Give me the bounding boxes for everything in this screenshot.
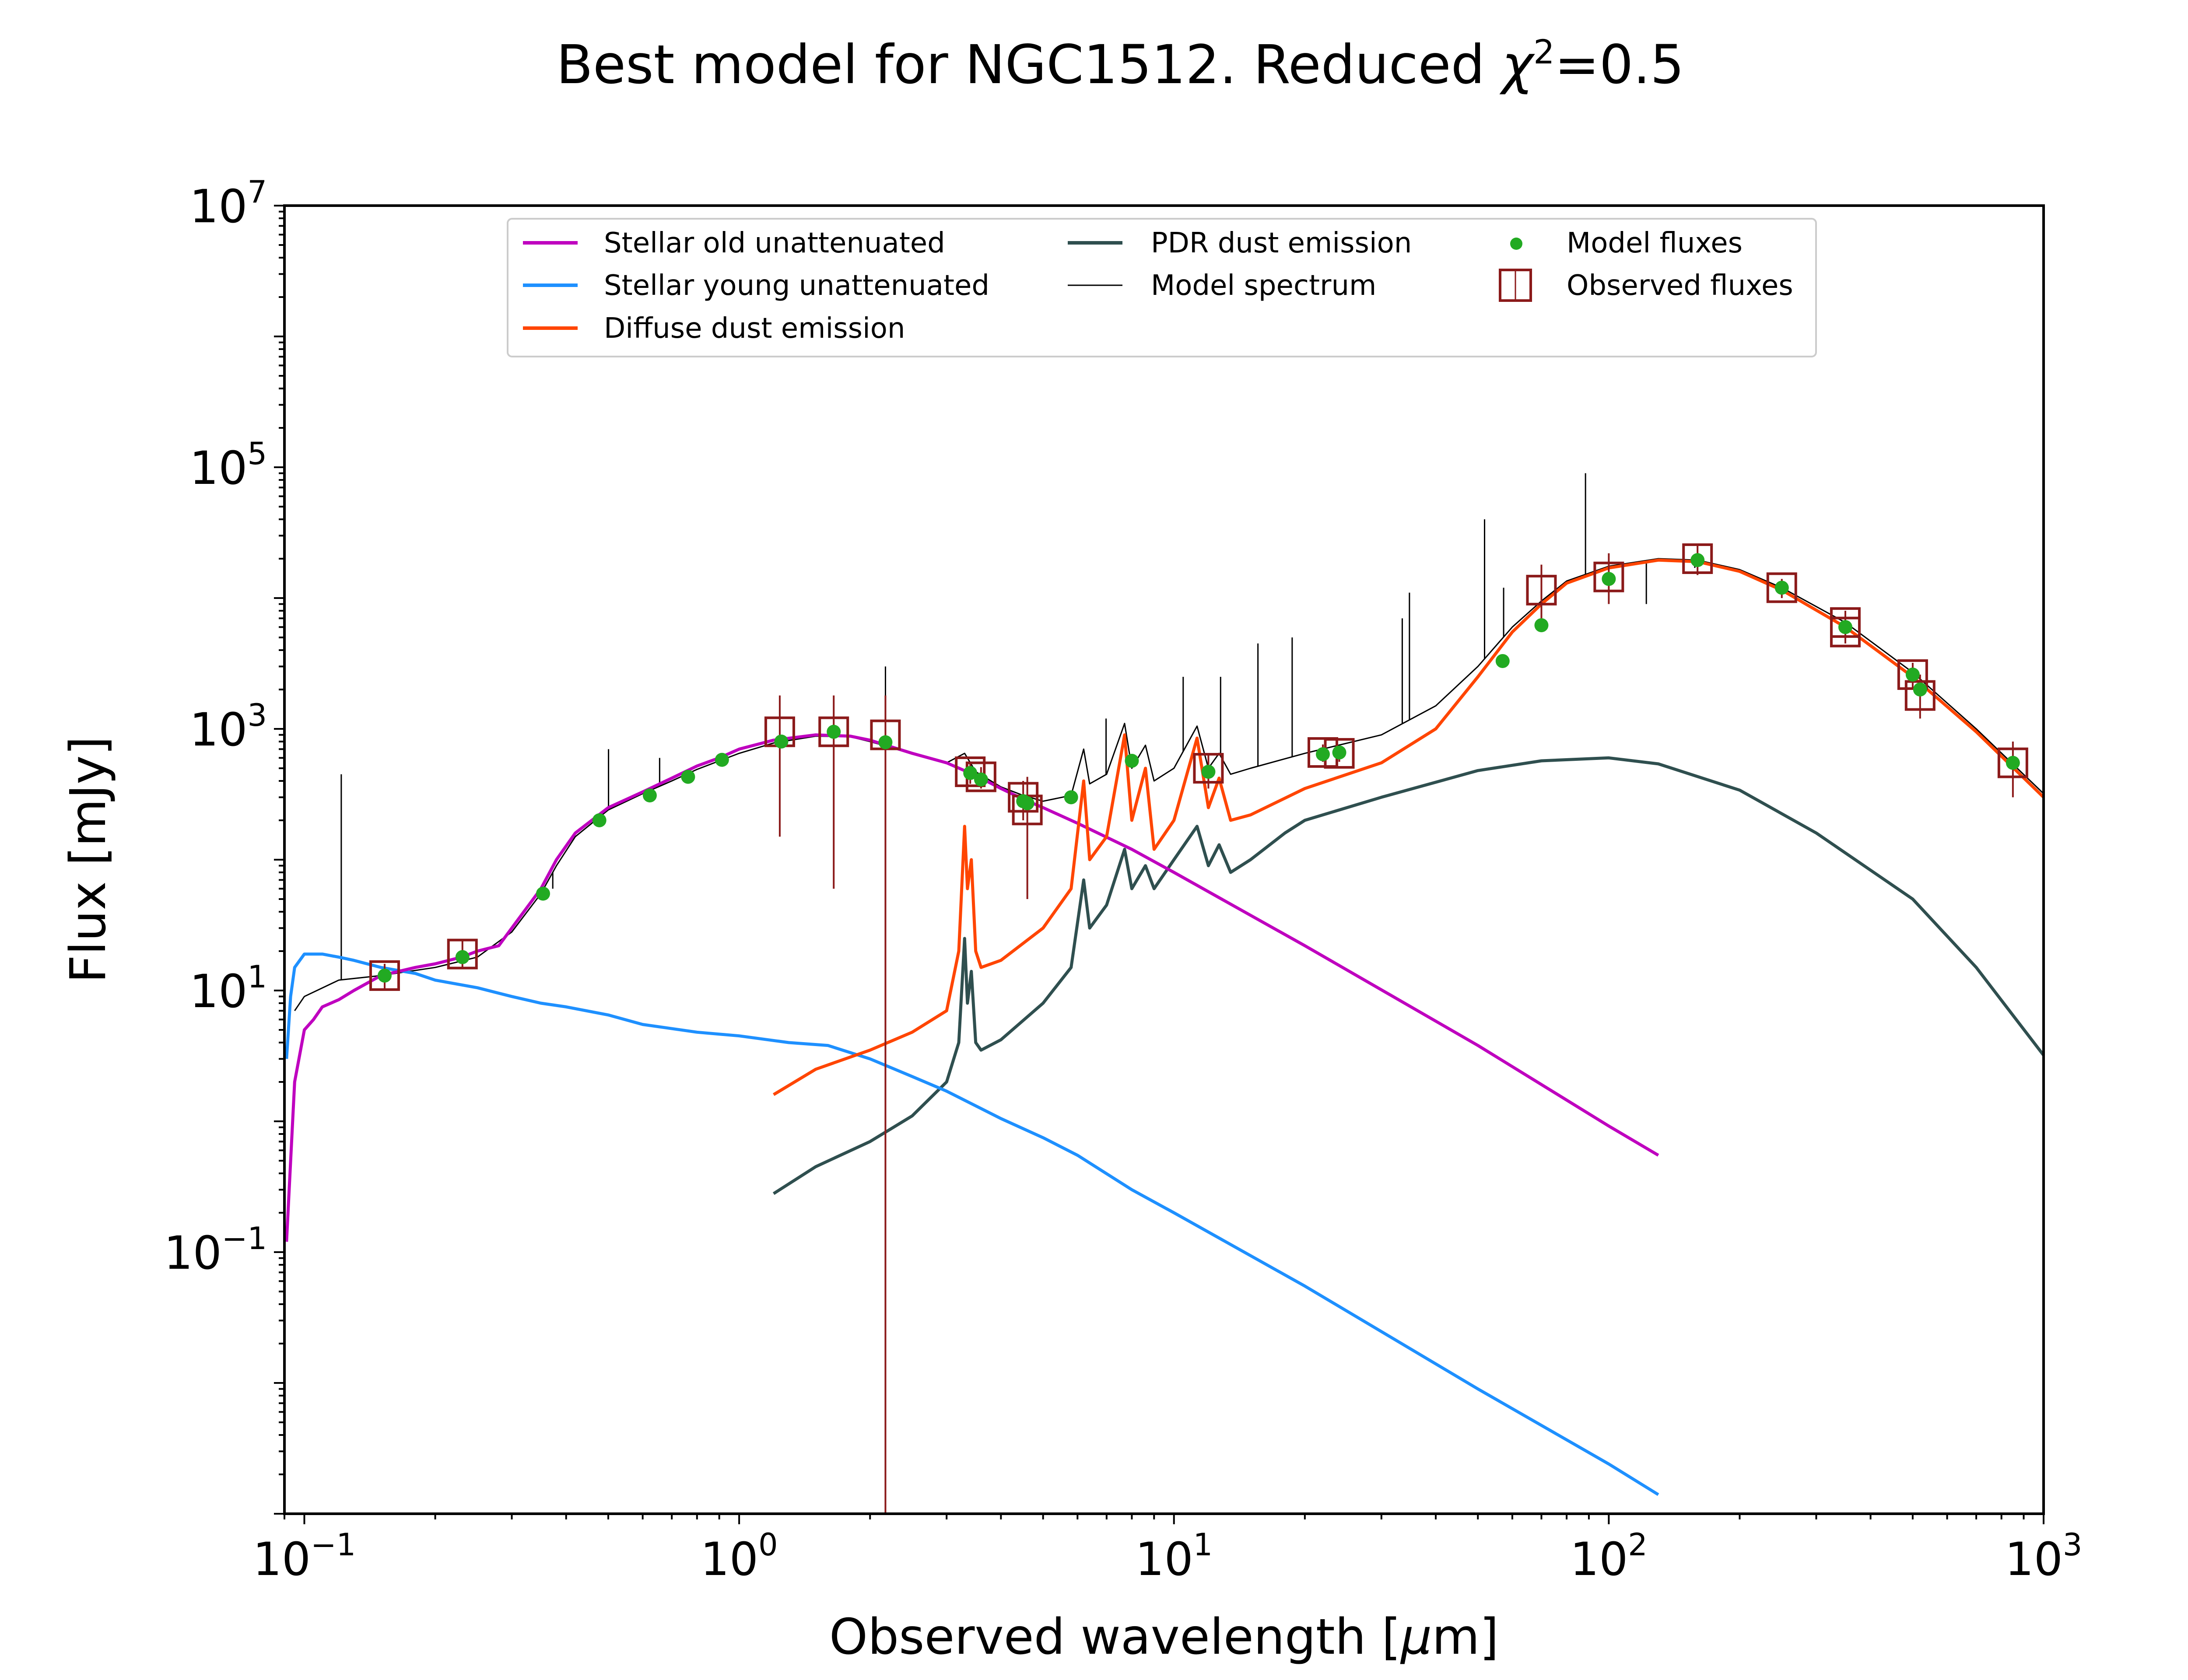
- observed-flux-marker: [1682, 543, 1713, 574]
- model-flux-point: [1774, 581, 1789, 595]
- observed-flux-marker: [818, 716, 849, 747]
- model-flux-point: [455, 950, 470, 964]
- model-flux-point: [715, 752, 729, 767]
- y-tick-label: 107: [189, 174, 267, 233]
- plot-lines: [285, 473, 2044, 1496]
- x-tick-label: 103: [2005, 1527, 2083, 1586]
- legend-marker-observed-fluxes: [1499, 269, 1532, 302]
- y-tick-label: 103: [189, 697, 267, 756]
- model-flux-point: [774, 734, 789, 749]
- model-flux-point: [681, 770, 695, 784]
- x-axis: 10−1 100 101 102 103: [253, 1514, 2083, 1586]
- x-axis-label: Observed wavelength [μm]: [829, 1609, 1499, 1666]
- series-line-model-spectrum: [294, 558, 2044, 1012]
- model-flux-point: [1201, 765, 1216, 779]
- legend-label-stellar-young: Stellar young unattenuated: [604, 270, 989, 302]
- series-line-pdr-dust: [772, 756, 2044, 1195]
- x-tick-label: 102: [1570, 1527, 1648, 1586]
- series-line-diffuse-dust: [772, 558, 2044, 1096]
- model-flux-point: [878, 735, 893, 749]
- observed-flux-marker: [955, 756, 986, 788]
- x-tick-label: 101: [1135, 1527, 1213, 1586]
- observed-flux-marker: [1526, 574, 1557, 606]
- legend-label-stellar-old: Stellar old unattenuated: [604, 227, 945, 259]
- y-tick-label: 105: [189, 436, 267, 495]
- observed-flux-marker: [1193, 753, 1224, 784]
- legend-label-pdr-dust: PDR dust emission: [1151, 227, 1412, 259]
- model-flux-point: [974, 772, 988, 787]
- legend-label-model-fluxes: Model fluxes: [1567, 227, 1743, 259]
- model-flux-point: [1913, 682, 1927, 696]
- model-flux-point: [827, 724, 841, 739]
- x-tick-label: 10−1: [253, 1527, 356, 1586]
- y-tick-label: 101: [189, 959, 267, 1018]
- model-flux-point: [1602, 572, 1616, 586]
- observed-flux-marker: [1830, 616, 1861, 648]
- y-tick-label: 10−1: [164, 1221, 267, 1280]
- model-flux-point: [536, 886, 550, 901]
- model-flux-point: [1495, 654, 1510, 668]
- observed-flux-marker: [1766, 572, 1797, 603]
- model-flux-point: [1332, 745, 1346, 760]
- legend-box: [507, 218, 1817, 357]
- plot-markers: [369, 543, 2028, 1514]
- legend-label-observed-fluxes: Observed fluxes: [1567, 270, 1793, 302]
- model-flux-point: [963, 766, 978, 780]
- legend-marker-model-fluxes: [1510, 238, 1522, 250]
- y-axis-label: Flux [mJy]: [60, 736, 117, 983]
- model-flux-point: [1905, 667, 1920, 682]
- model-flux-point: [1690, 553, 1705, 567]
- model-flux-point: [1064, 790, 1078, 805]
- model-flux-point: [642, 788, 657, 803]
- observed-flux-marker: [1008, 782, 1039, 813]
- model-flux-point: [1315, 747, 1330, 761]
- model-flux-point: [1020, 796, 1034, 811]
- observed-flux-marker: [1904, 680, 1936, 711]
- model-flux-point: [592, 813, 607, 827]
- legend-label-model-spectrum: Model spectrum: [1151, 270, 1376, 302]
- model-flux-point: [2006, 756, 2020, 770]
- model-flux-point: [1125, 753, 1139, 768]
- observed-flux-marker: [1593, 561, 1624, 592]
- legend: Stellar old unattenuated Stellar young u…: [507, 218, 1817, 357]
- y-axis: 10−1 101 103 105 107: [164, 174, 284, 1515]
- observed-flux-marker: [1897, 659, 1928, 690]
- model-flux-point: [377, 968, 392, 983]
- observed-flux-marker: [1997, 747, 2028, 778]
- model-flux-point: [1534, 618, 1549, 633]
- x-tick-label: 100: [701, 1527, 778, 1586]
- model-flux-point: [1838, 620, 1852, 634]
- observed-flux-marker: [369, 960, 400, 991]
- legend-label-diffuse-dust: Diffuse dust emission: [604, 312, 905, 345]
- chart-title: Best model for NGC1512. Reduced χ2=0.5: [556, 32, 1684, 96]
- series-line-stellar-young: [285, 952, 1659, 1496]
- observed-flux-marker: [447, 938, 478, 970]
